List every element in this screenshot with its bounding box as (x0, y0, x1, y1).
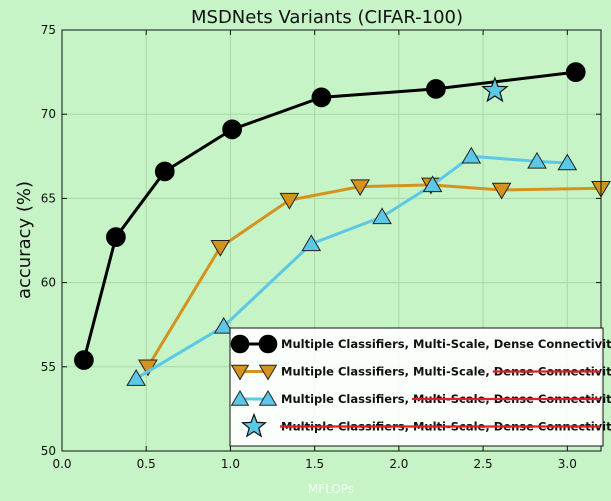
data-point (213, 316, 234, 334)
y-tick-label: 60 (41, 276, 56, 290)
data-point (350, 179, 371, 197)
x-tick-label: 0.5 (137, 457, 156, 471)
data-point (557, 153, 578, 171)
data-point (106, 227, 126, 247)
x-tick-label: 3.0 (558, 457, 577, 471)
ticks-layer: 0.0 0.5 1.0 1.5 2.0 2.5 3.0 50 55 60 65 70 75 (41, 23, 601, 471)
data-point (222, 119, 242, 140)
x-tick-label: 1.0 (221, 457, 240, 471)
data-point (461, 146, 482, 164)
legend-entry-3: Multiple Classifiers, Multi-Scale, Dense… (240, 412, 611, 438)
legend-marker (230, 334, 250, 354)
y-tick-label: 55 (41, 360, 56, 374)
data-point (481, 76, 509, 103)
legend-marker (258, 334, 278, 354)
data-point (491, 182, 512, 200)
legend-label-plain: Multiple Classifiers, Multi-Scale, Dense… (281, 337, 611, 351)
data-point (301, 234, 322, 252)
series-3 (481, 76, 509, 103)
data-point (565, 62, 586, 82)
legend-label-plain: Multiple Classifiers, (281, 392, 413, 406)
data-point (527, 151, 547, 169)
y-tick-label: 65 (41, 191, 56, 205)
legend: Multiple Classifiers, Multi-Scale, Dense… (229, 327, 611, 447)
legend-marker (230, 364, 250, 381)
y-tick-label: 75 (41, 23, 56, 37)
x-tick-label: 1.5 (305, 457, 324, 471)
data-point (154, 161, 175, 182)
legend-label-plain: Multiple Classifiers, Multi-Scale, (281, 365, 494, 379)
x-axis-label: MFLOPs (308, 482, 354, 496)
legend-marker (258, 364, 278, 381)
legend-marker (230, 390, 250, 406)
chart-title: MSDNets Variants (CIFAR-100) (191, 7, 463, 28)
data-point (74, 350, 94, 370)
legend-entry-0: Multiple Classifiers, Multi-Scale, Dense… (230, 334, 611, 354)
plot-frame (61, 29, 602, 452)
series-2 (126, 146, 578, 386)
data-point (422, 175, 443, 193)
data-point (126, 369, 146, 386)
series-line (135, 154, 568, 380)
y-axis-label: accuracy (%) (14, 181, 35, 299)
data-point (426, 79, 446, 99)
legend-entry-1: Multiple Classifiers, Multi-Scale, Dense… (230, 364, 611, 381)
x-tick-label: 2.0 (389, 457, 408, 471)
data-point (279, 192, 300, 210)
data-point (210, 239, 231, 257)
data-point (311, 87, 332, 108)
legend-marker (258, 390, 278, 406)
data-point (372, 207, 392, 225)
x-tick-label: 0.0 (52, 457, 71, 471)
legend-entry-2: Multiple Classifiers, Multi-Scale, Dense… (230, 390, 611, 406)
series-0 (74, 62, 586, 370)
x-tick-label: 2.5 (474, 457, 493, 471)
legend-marker (240, 412, 268, 438)
y-tick-label: 50 (41, 444, 56, 458)
legend-label: Multiple Classifiers, Multi-Scale, Dense… (281, 337, 611, 351)
y-tick-label: 70 (41, 107, 56, 121)
